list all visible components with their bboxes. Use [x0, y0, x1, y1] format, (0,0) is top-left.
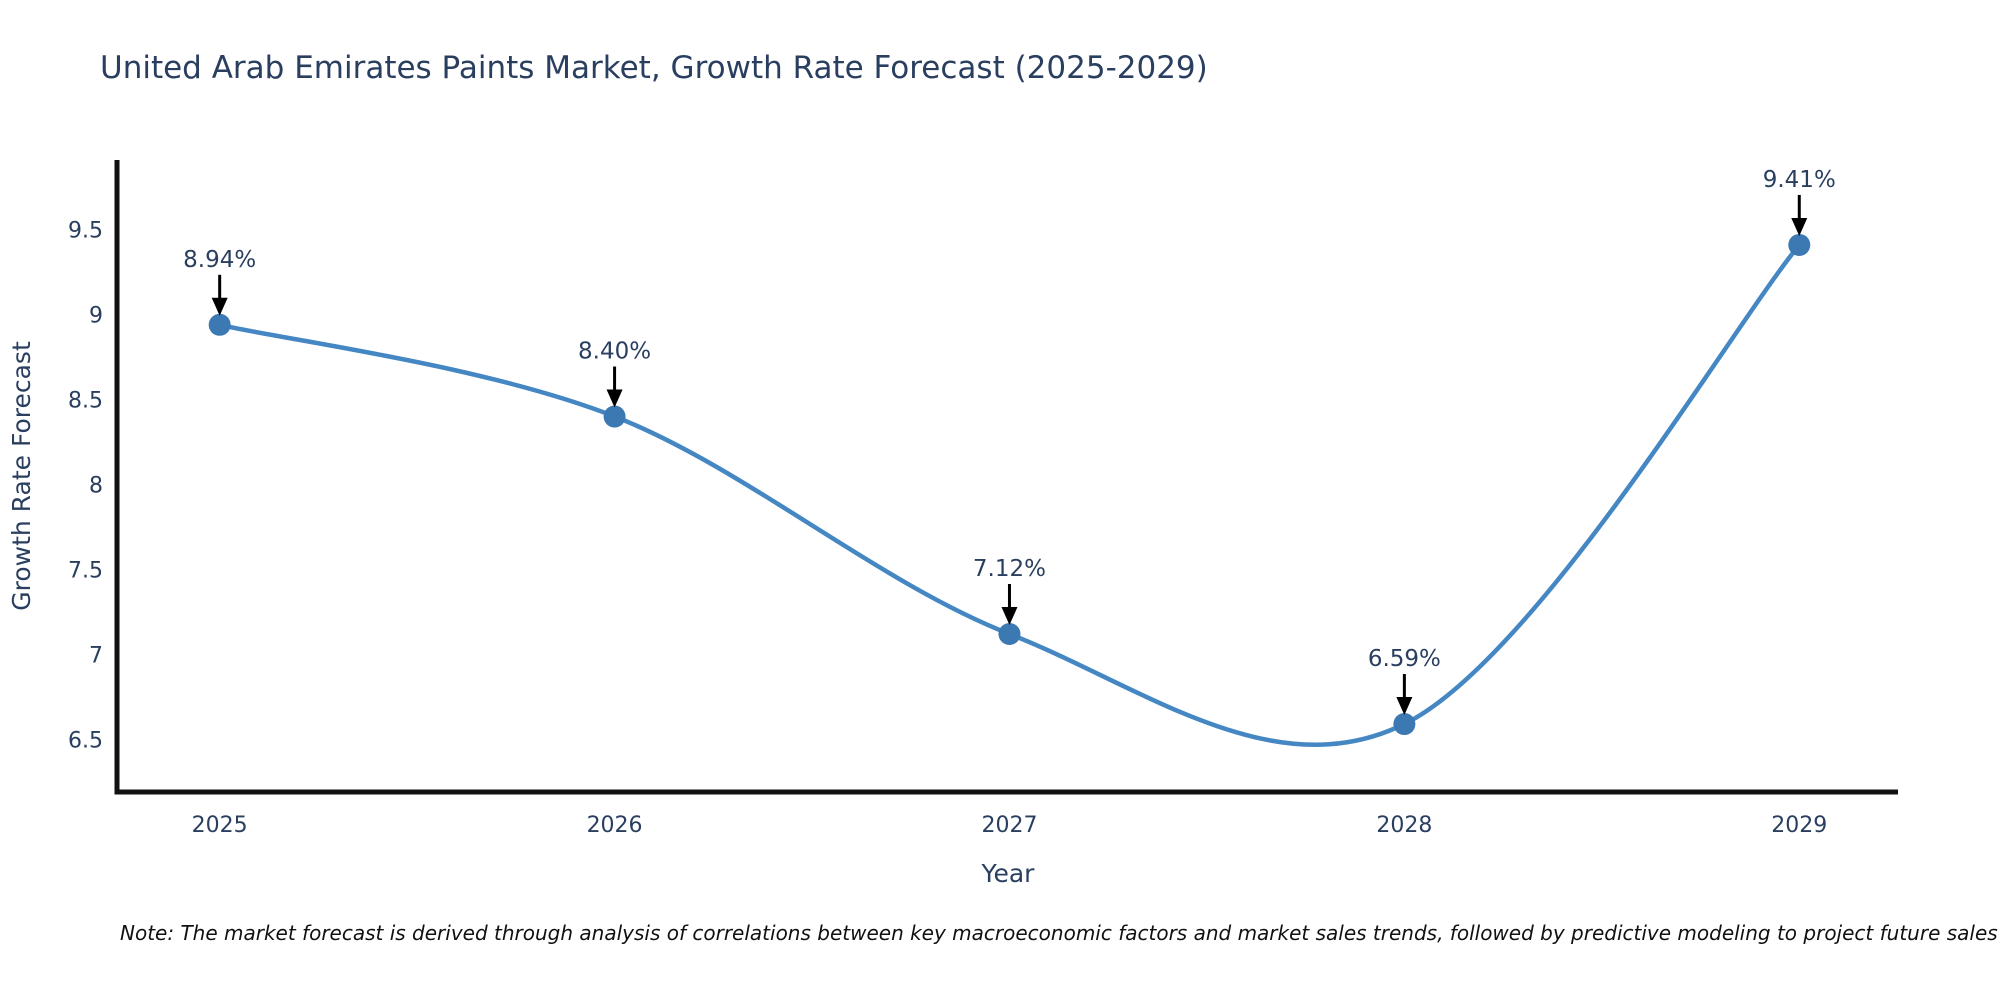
annotation-label: 7.12% [973, 556, 1046, 582]
x-tick-label: 2029 [1771, 813, 1827, 838]
annotation-label: 9.41% [1763, 167, 1836, 193]
y-axis-tick-labels: 9.5 9 8.5 8 7.5 7 6.5 [68, 219, 103, 754]
data-point-2028[interactable] [1393, 713, 1416, 736]
y-tick-label: 9 [89, 304, 103, 329]
chart-title: United Arab Emirates Paints Market, Grow… [100, 50, 1208, 86]
y-tick-label: 6.5 [68, 728, 103, 753]
x-axis-tick-labels: 2025 2026 2027 2028 2029 [192, 813, 1828, 838]
y-tick-label: 8.5 [68, 389, 103, 414]
annotation-label: 8.94% [183, 247, 256, 273]
annotation-arrowhead [211, 297, 228, 316]
y-axis-title: Growth Rate Forecast [7, 341, 36, 611]
data-point-2027[interactable] [998, 623, 1021, 645]
x-tick-label: 2026 [587, 813, 643, 838]
x-tick-label: 2025 [192, 813, 248, 838]
x-tick-label: 2028 [1376, 813, 1432, 838]
annotation-arrowhead [1791, 217, 1808, 236]
y-tick-label: 7 [89, 643, 103, 668]
annotation-arrowhead [606, 389, 623, 408]
annotation-arrowhead [1396, 697, 1413, 716]
axes [114, 160, 1898, 795]
annotation-label: 8.40% [578, 339, 651, 365]
y-tick-label: 8 [89, 473, 103, 498]
data-point-2025[interactable] [208, 313, 231, 336]
annotation-label: 6.59% [1368, 646, 1441, 672]
annotation-arrowhead [1001, 607, 1018, 625]
point-annotations: 8.94% 8.40% 7.12% 6.59% 9.41% [183, 167, 1836, 716]
forecast-line [217, 242, 1802, 747]
x-axis-title: Year [981, 859, 1036, 888]
y-tick-label: 9.5 [68, 219, 103, 244]
y-tick-label: 7.5 [68, 558, 103, 583]
data-point-2029[interactable] [1788, 233, 1811, 256]
x-tick-label: 2027 [981, 813, 1037, 838]
series-line [217, 242, 1802, 747]
footnote: Note: The market forecast is derived thr… [120, 921, 1998, 945]
data-point-markers [208, 233, 1811, 736]
data-point-2026[interactable] [603, 405, 626, 428]
